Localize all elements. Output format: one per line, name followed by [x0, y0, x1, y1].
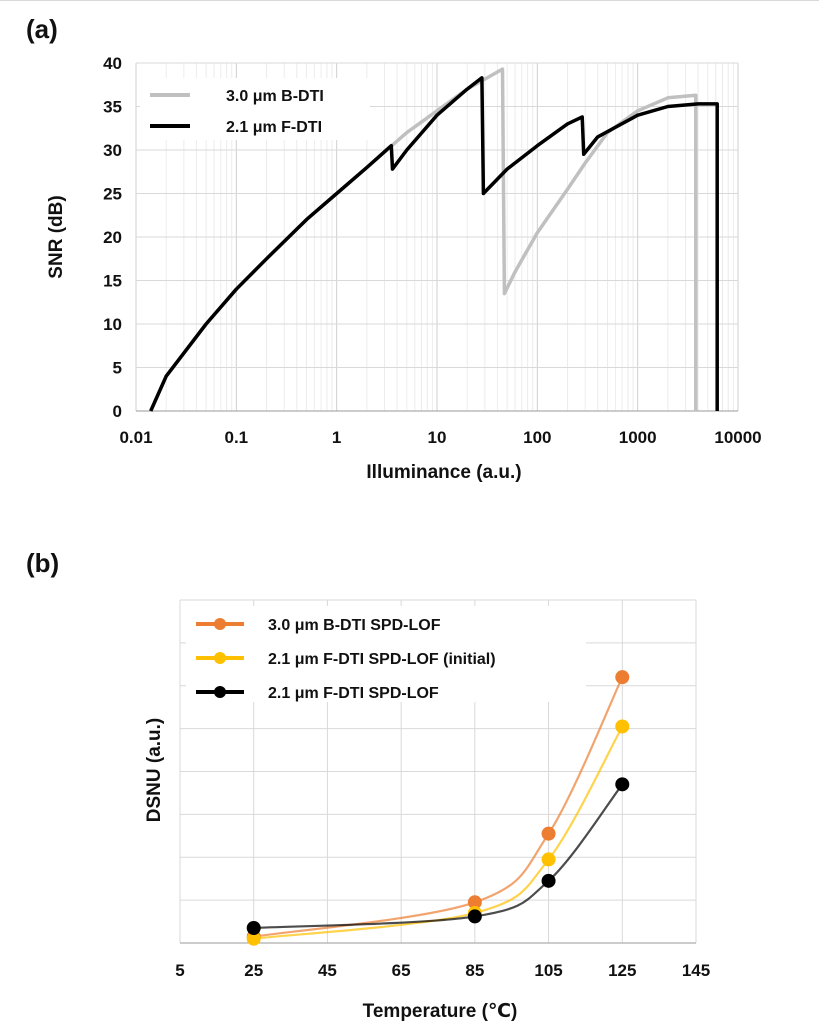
dsnu-legend-bg [186, 606, 586, 702]
snr-y-ticks: 0 5 10 15 20 25 30 35 40 [103, 54, 122, 421]
dsnu-point-1-2 [541, 852, 556, 867]
snr-y-tick-label: 0 [113, 402, 122, 421]
dsnu-y-axis-title: DSNU (a.u.) [144, 718, 165, 823]
dsnu-series-line-2 [253, 783, 624, 930]
dsnu-x-ticks: 5 25 45 65 85 105 125 145 [175, 961, 710, 980]
snr-x-ticks: 0.01 0.1 1 10 100 1000 10000 [119, 428, 761, 447]
dsnu-series-line-0 [253, 676, 624, 938]
legend-label-f-dti-initial: 2.1 μm F-DTI SPD-LOF (initial) [268, 651, 496, 668]
snr-legend: 3.0 μm B-DTI 2.1 μm F-DTI [140, 78, 370, 140]
snr-x-axis-title: Illuminance (a.u.) [366, 462, 521, 483]
dsnu-x-tick-label: 105 [534, 961, 562, 980]
dsnu-x-tick-label: 85 [465, 961, 484, 980]
legend-label-b-dti-lof: 3.0 μm B-DTI SPD-LOF [268, 617, 441, 634]
dsnu-x-tick-label: 125 [608, 961, 636, 980]
dsnu-x-tick-label: 65 [392, 961, 411, 980]
snr-y-tick-label: 35 [103, 98, 122, 117]
dsnu-x-axis-title: Temperature (℃) [363, 1001, 518, 1022]
legend-marker-b-dti-lof [214, 618, 226, 630]
dsnu-point-0-1 [467, 895, 482, 910]
dsnu-point-2-1 [467, 909, 482, 924]
panel-label-b: (b) [26, 548, 59, 578]
snr-legend-bg [140, 78, 370, 140]
dsnu-series [246, 670, 630, 946]
dsnu-point-2-0 [246, 920, 261, 935]
snr-x-tick-label: 10000 [714, 428, 761, 447]
dsnu-series-line-1 [253, 725, 624, 940]
dsnu-point-1-0 [246, 931, 261, 946]
snr-series-line-1 [149, 76, 719, 412]
dsnu-point-0-2 [541, 826, 556, 841]
dsnu-point-2-2 [541, 873, 556, 888]
dsnu-legend: 3.0 μm B-DTI SPD-LOF 2.1 μm F-DTI SPD-LO… [186, 606, 586, 702]
legend-label-f-dti: 2.1 μm F-DTI [226, 119, 322, 136]
snr-y-tick-label: 5 [113, 359, 122, 378]
snr-x-tick-label: 0.01 [119, 428, 152, 447]
snr-y-tick-label: 10 [103, 315, 122, 334]
snr-x-tick-label: 10 [428, 428, 447, 447]
dsnu-x-tick-label: 25 [244, 961, 263, 980]
dsnu-point-1-3 [615, 719, 630, 734]
dsnu-chart: 5 25 45 65 85 105 125 145 Temperature (℃) DSNU … [144, 599, 710, 1022]
dsnu-x-tick-label: 145 [682, 961, 710, 980]
legend-label-b-dti: 3.0 μm B-DTI [226, 88, 324, 105]
snr-x-tick-label: 1 [332, 428, 341, 447]
legend-marker-f-dti-initial [214, 652, 226, 664]
snr-x-tick-label: 1000 [619, 428, 657, 447]
snr-x-tick-label: 100 [523, 428, 551, 447]
snr-y-tick-label: 20 [103, 228, 122, 247]
dsnu-x-tick-label: 5 [175, 961, 184, 980]
snr-x-tick-label: 0.1 [225, 428, 249, 447]
snr-series [149, 67, 719, 412]
snr-y-axis-title: SNR (dB) [46, 195, 67, 278]
snr-chart: 0.01 0.1 1 10 100 1000 10000 0510152025303540 … [46, 54, 762, 483]
dsnu-point-0-3 [615, 670, 630, 685]
top-divider [0, 0, 819, 1]
legend-marker-f-dti-lof [214, 686, 226, 698]
snr-y-tick-label: 40 [103, 54, 122, 73]
snr-y-tick-label: 30 [103, 141, 122, 160]
snr-y-tick-label: 15 [103, 272, 122, 291]
snr-y-tick-label: 25 [103, 185, 122, 204]
dsnu-x-tick-label: 45 [318, 961, 337, 980]
legend-label-f-dti-lof: 2.1 μm F-DTI SPD-LOF [268, 685, 439, 702]
dsnu-point-2-3 [615, 777, 630, 792]
panel-label-a: (a) [26, 14, 58, 44]
